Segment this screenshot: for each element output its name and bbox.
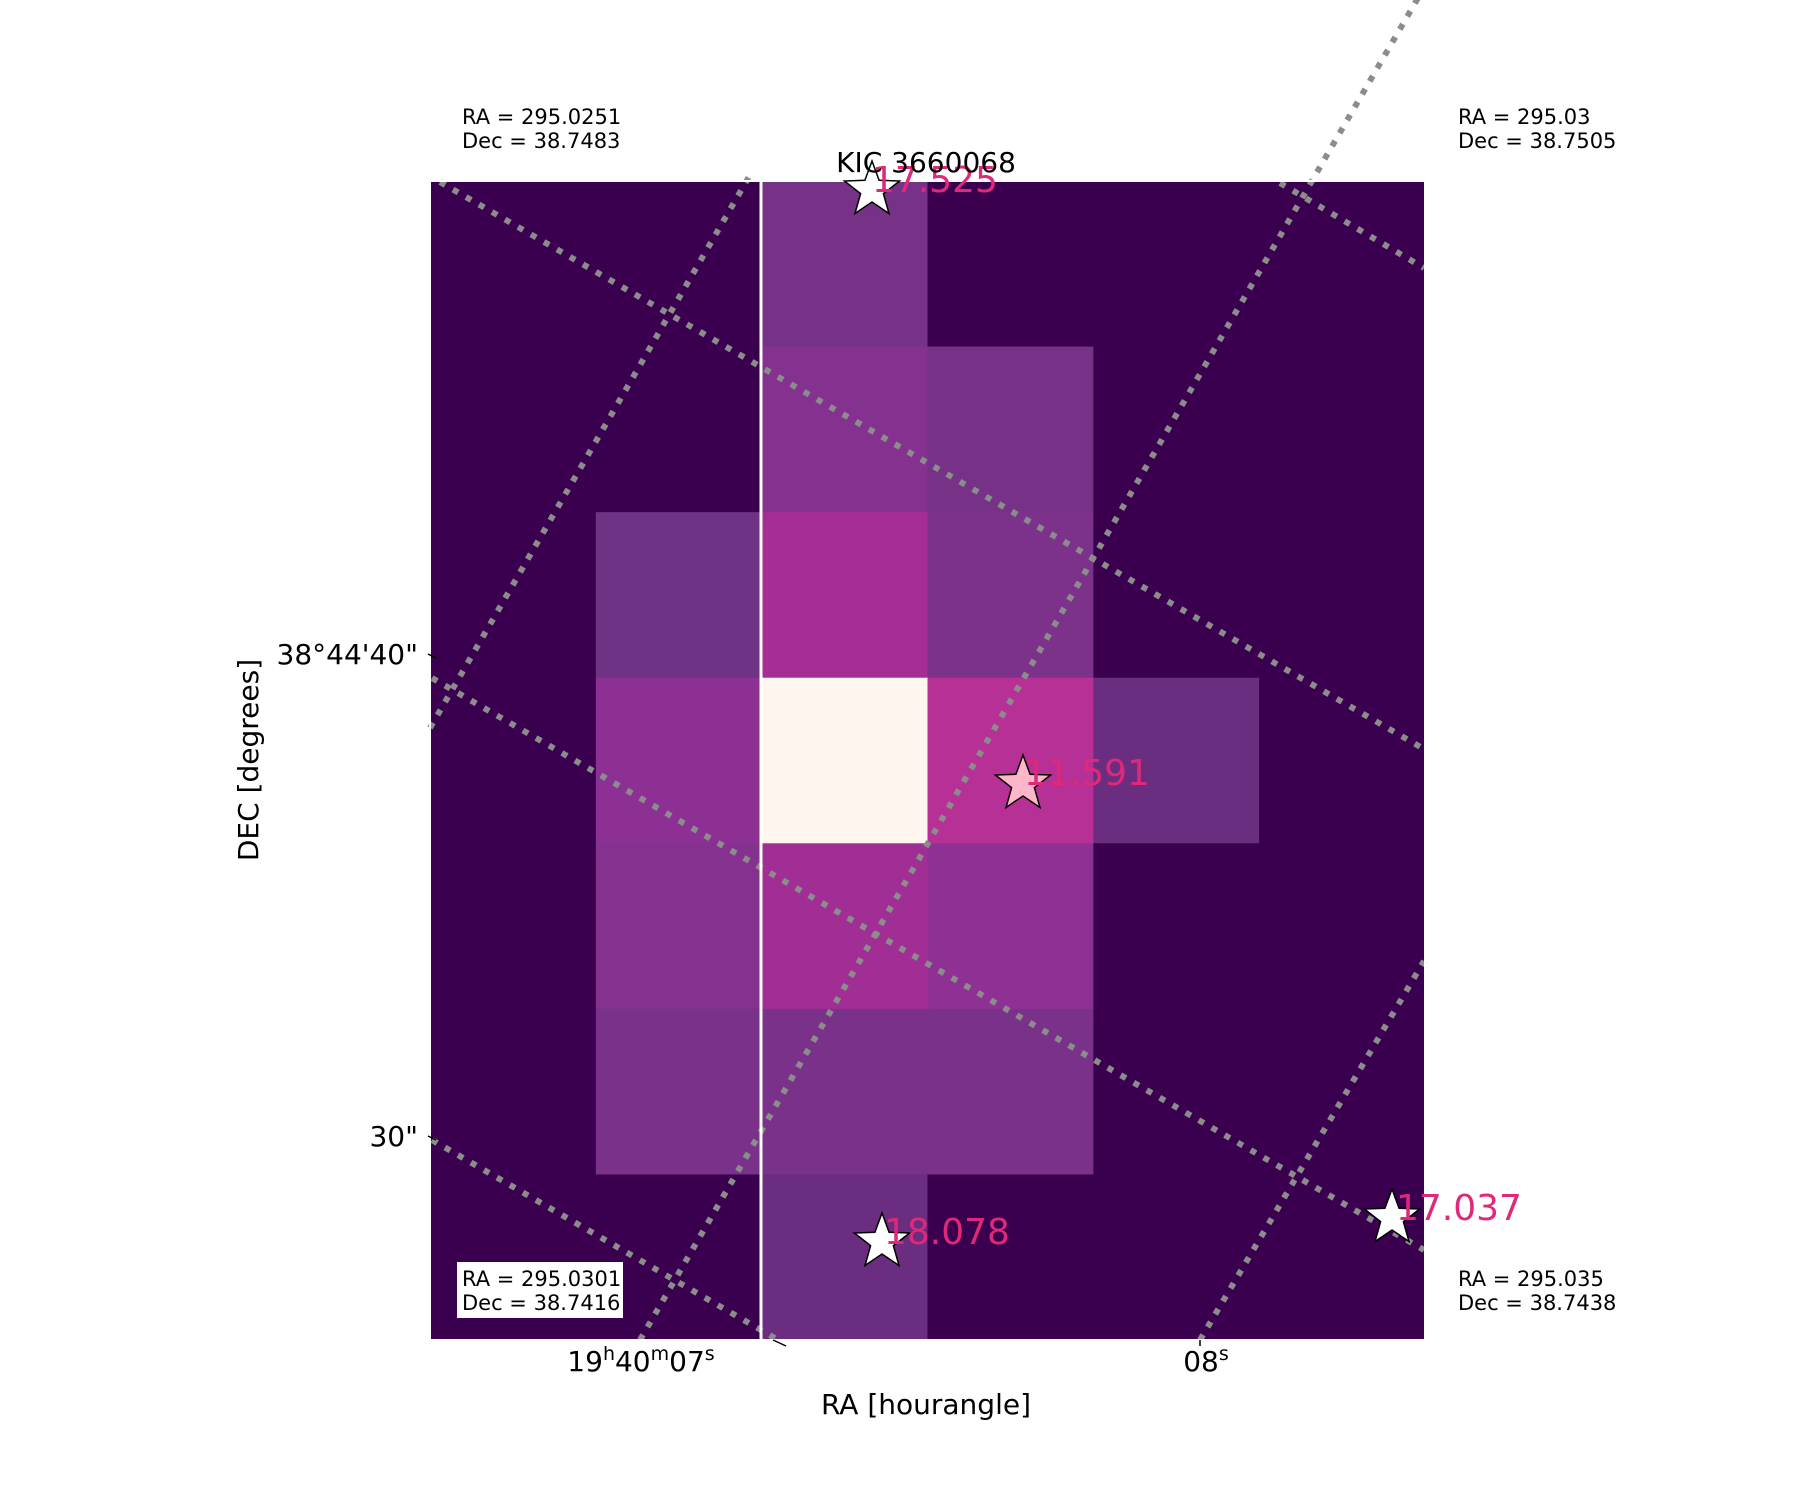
y-tick-mark: [427, 653, 437, 659]
pixel-cell: [761, 677, 929, 844]
pixel-cell: [927, 677, 1094, 844]
chart-title: KIC 3660068: [836, 146, 1016, 179]
ra-gridline: [637, 0, 1421, 1342]
pixel-cell: [1093, 677, 1260, 844]
pixel-cell: [430, 1008, 597, 1176]
corner-label-box: [457, 1262, 623, 1318]
pixel-cell: [761, 843, 929, 1010]
pixel-cell: [1259, 181, 1426, 348]
y-tick-label: 30": [369, 1120, 418, 1153]
corner-label-top-left: RA = 295.0251 Dec = 38.7483: [462, 105, 621, 153]
pixel-cell: [761, 1008, 929, 1176]
dec-gridline: [1278, 180, 1426, 271]
pixel-cell: [595, 1008, 763, 1176]
pixel-cell: [430, 677, 597, 844]
pixel-cell: [1259, 346, 1426, 513]
corner-dec: Dec = 38.7438: [1458, 1291, 1616, 1315]
corner-label-bottom-right: RA = 295.035 Dec = 38.7438: [1458, 1267, 1616, 1315]
x-tick-label: 19h40m07s: [567, 1343, 714, 1378]
pixel-cell: [430, 512, 597, 679]
pixel-cell: [1093, 1008, 1260, 1176]
dec-gridline: [438, 179, 1426, 752]
pixel-grid: [430, 181, 1426, 1341]
pixel-cell: [1259, 512, 1426, 679]
pixel-cell: [595, 181, 763, 348]
dec-gridline: [430, 675, 1426, 1253]
pixel-cell: [761, 346, 929, 513]
field-star-marker: [842, 158, 902, 216]
pixel-cell: [927, 843, 1094, 1010]
pixel-cell: [1093, 1174, 1260, 1341]
pixel-cell: [1093, 181, 1260, 348]
pixel-cell: [1093, 346, 1260, 513]
corner-ra: RA = 295.03: [1458, 105, 1591, 129]
pixel-cell: [595, 512, 763, 679]
corner-dec: Dec = 38.7483: [462, 129, 620, 153]
axes-frame: [429, 180, 1426, 1341]
field-star-marker: [852, 1210, 912, 1268]
pixel-cell: [927, 181, 1094, 348]
pixel-cell: [430, 346, 597, 513]
y-tick-mark: [427, 1135, 437, 1141]
corner-ra: RA = 295.0301: [462, 1267, 621, 1291]
corner-dec: Dec = 38.7505: [1458, 129, 1616, 153]
y-axis-label: DEC [degrees]: [232, 659, 265, 861]
pixel-cell: [761, 181, 929, 348]
pixel-cell: [761, 1174, 929, 1341]
star-magnitude-label: 18.078: [884, 1212, 1010, 1253]
star-magnitude-label: 17.037: [1396, 1188, 1522, 1229]
x-tick-label: 08s: [1183, 1343, 1229, 1378]
star-layer: 11.591 17.525 18.078 17.037: [842, 158, 1522, 1268]
pixel-cell: [927, 346, 1094, 513]
pixel-cell: [1259, 677, 1426, 844]
pixel-cell: [595, 677, 763, 844]
corner-label-top-right: RA = 295.03 Dec = 38.7505: [1458, 105, 1616, 153]
pixel-cell: [1259, 1008, 1426, 1176]
dec-gridline: [430, 1137, 782, 1344]
field-star-marker: [1362, 1186, 1422, 1244]
pixel-cell: [595, 843, 763, 1010]
pixel-cell: [927, 1008, 1094, 1176]
corner-ra: RA = 295.035: [1458, 1267, 1604, 1291]
y-tick-label: 38°44'40": [277, 638, 418, 671]
x-tick-mark: [772, 1339, 787, 1347]
pixel-cell: [1093, 512, 1260, 679]
star-magnitude-label: 11.591: [1024, 753, 1150, 794]
pixel-cell: [430, 181, 597, 348]
star-magnitude-label: 17.525: [872, 160, 998, 201]
x-axis-label: RA [hourangle]: [821, 1388, 1031, 1421]
corner-ra: RA = 295.0251: [462, 105, 621, 129]
corner-dec: Dec = 38.7416: [462, 1291, 620, 1315]
pixel-cell: [761, 512, 929, 679]
coordinate-grid: [427, 0, 1427, 1344]
pixel-cell: [430, 843, 597, 1010]
target-star-marker: [993, 752, 1053, 810]
pixel-cell: [927, 1174, 1094, 1341]
pixel-cell: [595, 346, 763, 513]
pixel-cell: [1093, 843, 1260, 1010]
corner-label-bottom-left: RA = 295.0301 Dec = 38.7416: [457, 1262, 623, 1318]
pixel-cell: [1259, 843, 1426, 1010]
ra-gridline: [427, 173, 753, 730]
